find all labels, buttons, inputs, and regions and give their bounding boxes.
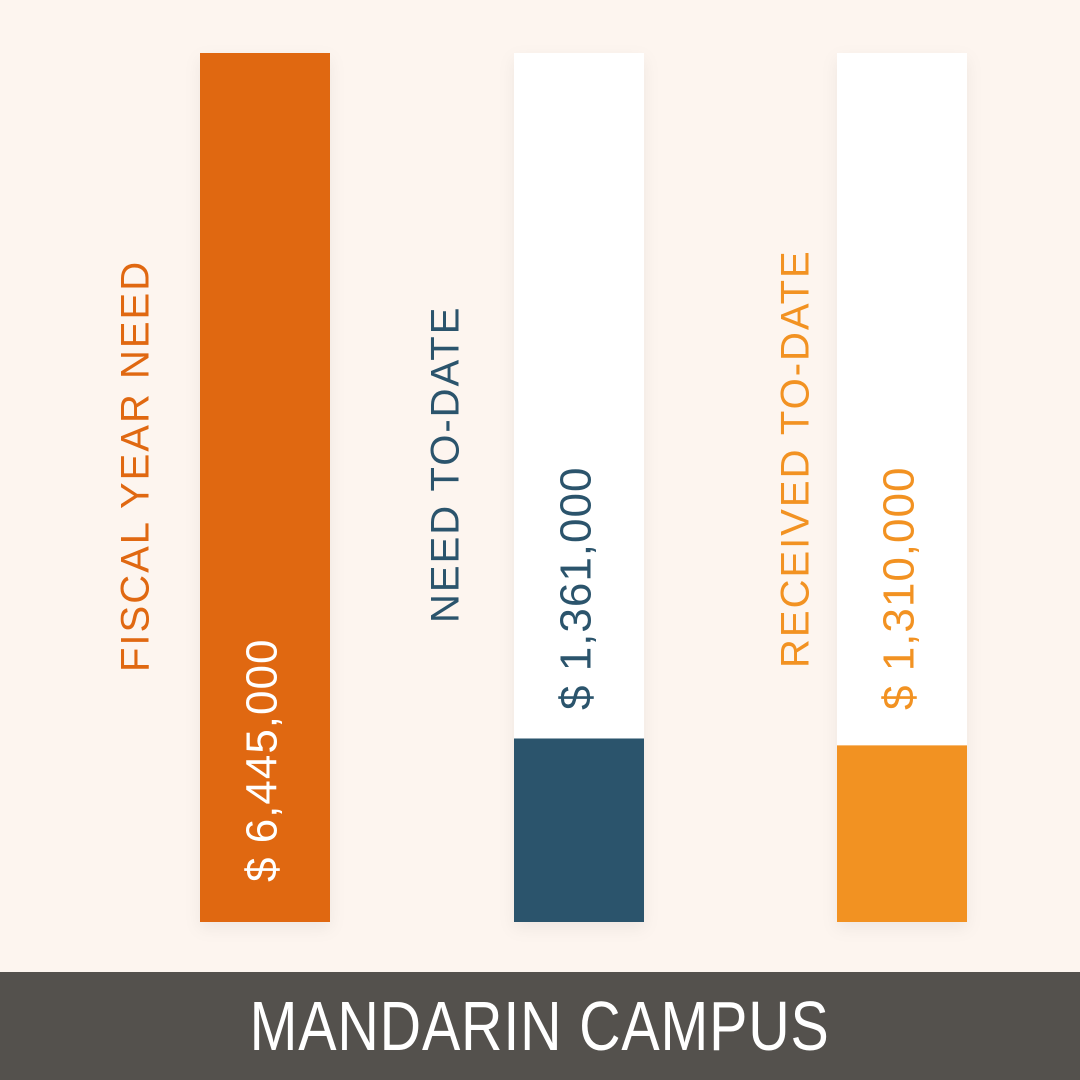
bar-chart: FISCAL YEAR NEED $ 6,445,000 NEED TO-DATE $… bbox=[114, 53, 967, 922]
value-label-fiscal-year-need: $ 6,445,000 bbox=[238, 639, 287, 882]
campus-title: MANDARIN CAMPUS bbox=[250, 987, 830, 1065]
footer-banner: MANDARIN CAMPUS bbox=[0, 972, 1080, 1080]
category-label-received-to-date: RECEIVED TO-DATE bbox=[774, 249, 818, 668]
value-label-received-to-date: $ 1,310,000 bbox=[875, 467, 924, 710]
bar-fiscal-year-need bbox=[200, 53, 330, 922]
value-label-need-to-date: $ 1,361,000 bbox=[552, 467, 601, 710]
bar-need-to-date bbox=[514, 738, 644, 922]
category-label-need-to-date: NEED TO-DATE bbox=[424, 306, 468, 623]
category-label-fiscal-year-need: FISCAL YEAR NEED bbox=[114, 260, 158, 672]
bar-received-to-date bbox=[837, 745, 967, 922]
